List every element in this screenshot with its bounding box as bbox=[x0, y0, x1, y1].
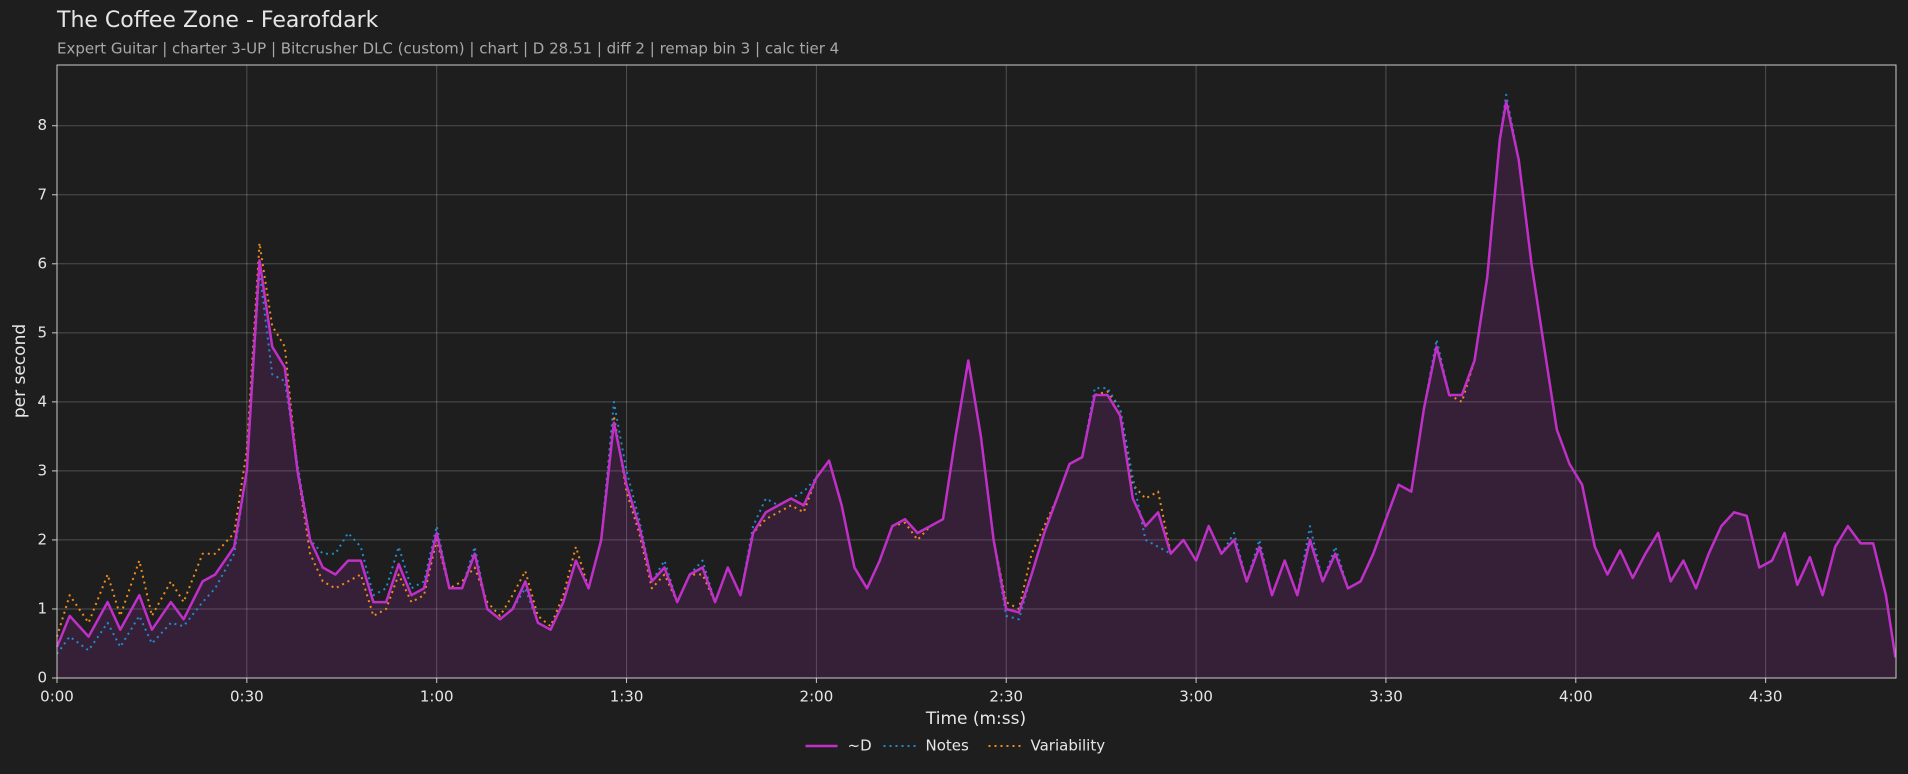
legend-label: Notes bbox=[926, 737, 970, 755]
y-tick-label: 4 bbox=[37, 392, 47, 410]
y-axis-label: per second bbox=[10, 324, 30, 418]
line bbox=[55, 100, 1897, 658]
y-tick-label: 1 bbox=[37, 599, 47, 617]
chart-title: The Coffee Zone - Fearofdark bbox=[56, 8, 379, 33]
x-tick-label: 2:30 bbox=[989, 688, 1023, 706]
plot-frame bbox=[56, 64, 1897, 679]
y-tick-label: 0 bbox=[37, 669, 47, 687]
x-tick-label: 4:00 bbox=[1559, 688, 1593, 706]
x-tick-label: 3:30 bbox=[1369, 688, 1403, 706]
x-tick-label: 1:00 bbox=[420, 688, 454, 706]
x-tick-label: 3:00 bbox=[1179, 688, 1213, 706]
y-tick-label: 7 bbox=[37, 185, 47, 203]
x-tick-label: 1:30 bbox=[610, 688, 644, 706]
line bbox=[56, 100, 1897, 658]
x-tick-label: 4:30 bbox=[1749, 688, 1783, 706]
x-tick-label: 2:00 bbox=[800, 688, 834, 706]
legend-label: ~D bbox=[848, 737, 872, 755]
y-tick-label: 8 bbox=[37, 116, 47, 134]
y-tick-label: 5 bbox=[37, 323, 47, 341]
chart-subtitle: Expert Guitar | charter 3-UP | Bitcrushe… bbox=[57, 40, 839, 58]
legend: ~D Notes Variability bbox=[805, 737, 1106, 755]
x-axis-label: Time (m:ss) bbox=[925, 709, 1026, 729]
y-tick-label: 6 bbox=[37, 254, 47, 272]
x-tick-label: 0:30 bbox=[230, 688, 264, 706]
legend-label: Variability bbox=[1031, 737, 1106, 755]
y-tick-label: 3 bbox=[37, 461, 47, 479]
x-tick-label: 0:00 bbox=[40, 688, 74, 706]
area bbox=[57, 101, 1896, 679]
y-tick-label: 2 bbox=[37, 530, 47, 548]
